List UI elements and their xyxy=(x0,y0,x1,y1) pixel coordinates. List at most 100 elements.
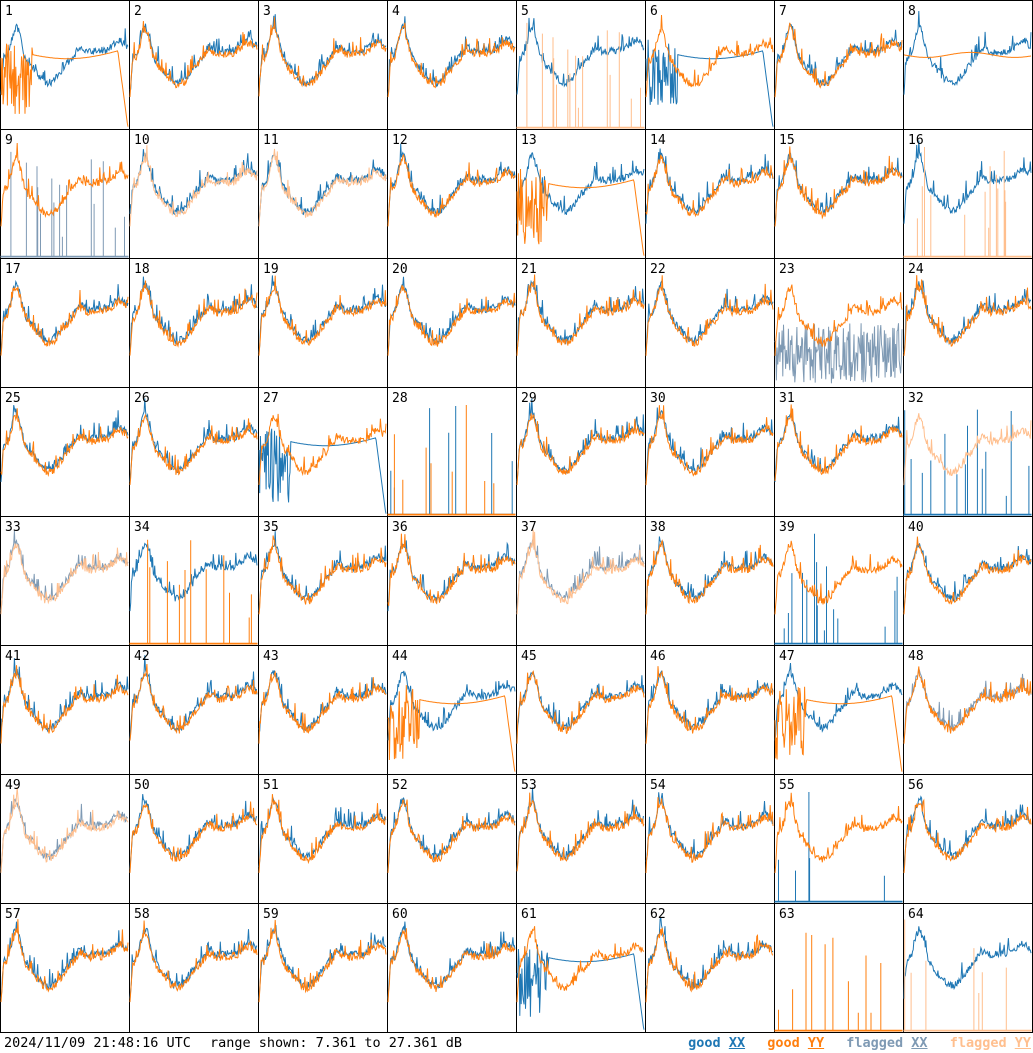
series-yy xyxy=(0,787,129,873)
series-yy xyxy=(0,665,129,744)
series-yy xyxy=(516,792,645,872)
panel-label: 7 xyxy=(779,4,787,19)
panel-24: 24 xyxy=(903,258,1033,388)
panel-frame xyxy=(0,129,130,259)
panel-38: 38 xyxy=(645,516,775,646)
panel-label: 1 xyxy=(5,4,13,19)
series-yy xyxy=(903,798,1032,874)
series-yy xyxy=(387,22,516,98)
series-yy xyxy=(258,17,387,97)
series-yy xyxy=(903,51,1032,58)
series-yy xyxy=(645,927,774,1003)
series-xx xyxy=(516,17,645,95)
series-xx xyxy=(903,140,1032,224)
panel-18: 18 xyxy=(129,258,259,388)
panel-frame xyxy=(645,645,775,775)
panel-frame xyxy=(774,516,904,646)
panel-label: 16 xyxy=(908,133,924,148)
panel-8: 8 xyxy=(903,0,1033,130)
panel-label: 58 xyxy=(134,907,150,922)
panel-label: 44 xyxy=(392,649,408,664)
panel-42: 42 xyxy=(129,645,259,775)
panel-3: 3 xyxy=(258,0,388,130)
series-yy xyxy=(903,413,1032,486)
series-xx xyxy=(258,152,387,224)
series-xx xyxy=(258,925,387,999)
legend-flagged-xx: flagged XX xyxy=(846,1035,928,1051)
panel-frame xyxy=(258,774,388,904)
panel-label: 31 xyxy=(779,391,795,406)
series-yy xyxy=(516,413,645,486)
panel-label: 63 xyxy=(779,907,795,922)
series-yy xyxy=(774,284,903,356)
panel-label: 30 xyxy=(650,391,666,406)
series-yy xyxy=(387,799,516,873)
panel-label: 8 xyxy=(908,4,916,19)
panel-label: 26 xyxy=(134,391,150,406)
timestamp: 2024/11/09 21:48:16 UTC xyxy=(4,1035,191,1051)
legend-flagged-yy: flagged YY xyxy=(949,1035,1031,1051)
panel-2: 2 xyxy=(129,0,259,130)
series-yy xyxy=(774,146,903,227)
series-xx xyxy=(0,23,129,95)
panel-label: 15 xyxy=(779,133,795,148)
panel-label: 39 xyxy=(779,520,795,535)
series-yy xyxy=(516,22,645,129)
series-yy xyxy=(387,284,516,356)
panel-label: 27 xyxy=(263,391,279,406)
panel-37: 37 xyxy=(516,516,646,646)
series-yy xyxy=(0,919,129,1003)
panel-label: 53 xyxy=(521,778,537,793)
series-yy xyxy=(0,408,129,477)
panel-27: 27 xyxy=(258,387,388,517)
series-yy xyxy=(129,920,258,1003)
panel-15: 15 xyxy=(774,129,904,259)
series-yy xyxy=(387,405,516,516)
panel-33: 33 xyxy=(0,516,130,646)
panel-label: 28 xyxy=(392,391,408,406)
panel-frame xyxy=(0,516,130,646)
panel-label: 41 xyxy=(5,649,21,664)
panel-label: 18 xyxy=(134,262,150,277)
series-xx xyxy=(903,926,1032,999)
panel-25: 25 xyxy=(0,387,130,517)
panel-36: 36 xyxy=(387,516,517,646)
series-yy xyxy=(645,14,774,98)
panel-22: 22 xyxy=(645,258,775,388)
panel-label: 42 xyxy=(134,649,150,664)
series-yy xyxy=(903,536,1032,615)
series-yy xyxy=(516,274,645,356)
panel-label: 57 xyxy=(5,907,21,922)
range-label: range shown: 7.361 to 27.361 dB xyxy=(210,1035,462,1051)
panel-54: 54 xyxy=(645,774,775,904)
series-yy xyxy=(0,285,129,356)
series-yy xyxy=(129,539,258,645)
panel-frame xyxy=(129,387,259,517)
panel-26: 26 xyxy=(129,387,259,517)
panel-label: 35 xyxy=(263,520,279,535)
panel-28: 28 xyxy=(387,387,517,517)
series-xx xyxy=(774,323,903,384)
series-yy xyxy=(129,20,258,98)
panel-label: 23 xyxy=(779,262,795,277)
series-yy xyxy=(516,529,645,615)
panel-44: 44 xyxy=(387,645,517,775)
panel-label: 9 xyxy=(5,133,13,148)
series-xx xyxy=(903,409,1032,516)
panel-frame xyxy=(258,516,388,646)
panel-label: 32 xyxy=(908,391,924,406)
panel-label: 54 xyxy=(650,778,666,793)
panel-frame xyxy=(0,903,130,1033)
series-yy xyxy=(903,275,1032,356)
panel-57: 57 xyxy=(0,903,130,1033)
panel-label: 50 xyxy=(134,778,150,793)
panel-56: 56 xyxy=(903,774,1033,904)
panel-61: 61 xyxy=(516,903,646,1033)
panel-label: 24 xyxy=(908,262,924,277)
series-xx xyxy=(774,533,903,645)
series-yy xyxy=(645,275,774,356)
panel-43: 43 xyxy=(258,645,388,775)
panel-frame xyxy=(645,903,775,1033)
panel-30: 30 xyxy=(645,387,775,517)
